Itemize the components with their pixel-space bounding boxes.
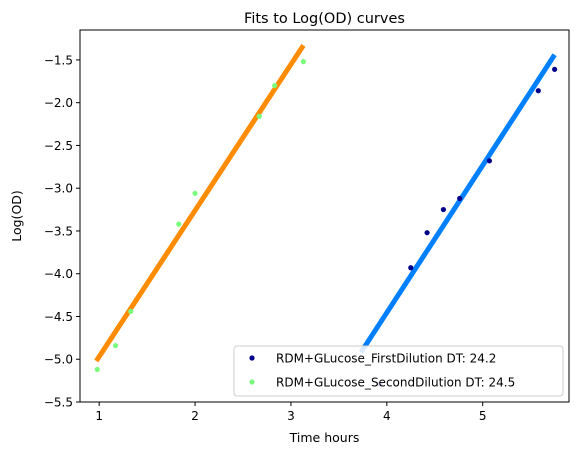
legend-marker-1 bbox=[249, 355, 255, 361]
y-tick-label: −3.5 bbox=[44, 224, 73, 238]
series-2-point-5 bbox=[192, 190, 198, 196]
x-tick-label: 2 bbox=[191, 409, 199, 423]
series-2-point-4 bbox=[176, 221, 182, 227]
series-2-point-8 bbox=[300, 59, 307, 65]
series-1-point-3 bbox=[424, 230, 430, 236]
y-tick-label: −3.0 bbox=[44, 182, 73, 196]
x-tick-label: 4 bbox=[383, 409, 391, 423]
y-axis-label: Log(OD) bbox=[9, 190, 24, 242]
legend-label-1: RDM+GLucose_FirstDilution DT: 24.2 bbox=[276, 352, 496, 366]
fit-line-1 bbox=[358, 53, 557, 354]
legend-marker-2 bbox=[249, 379, 255, 385]
y-tick-label: −2.0 bbox=[44, 96, 73, 110]
series-2-point-2 bbox=[112, 342, 119, 349]
series-2-point-7 bbox=[272, 82, 278, 89]
series-2-point-6 bbox=[256, 113, 262, 119]
series-1-point-7 bbox=[535, 88, 541, 94]
legend-box bbox=[233, 345, 564, 397]
x-axis-label: Time hours bbox=[289, 430, 360, 445]
y-tick-label: −1.5 bbox=[44, 53, 73, 67]
series-1-point-4 bbox=[440, 206, 446, 213]
x-tick-label: 3 bbox=[287, 409, 295, 423]
y-tick-label: −2.5 bbox=[44, 139, 73, 153]
x-tick-label: 1 bbox=[95, 409, 103, 423]
x-tick-label: 5 bbox=[479, 409, 487, 423]
y-tick-label: −4.0 bbox=[44, 267, 73, 281]
series-2-point-3 bbox=[128, 308, 134, 314]
y-tick-label: −4.5 bbox=[44, 310, 73, 324]
fit-line-2 bbox=[94, 44, 306, 363]
y-tick-label: −5.5 bbox=[44, 396, 73, 410]
series-1-point-6 bbox=[486, 158, 493, 164]
series-1-point-5 bbox=[457, 195, 463, 202]
legend-label-2: RDM+GLucose_SecondDilution DT: 24.5 bbox=[276, 376, 515, 390]
y-tick-label: −5.0 bbox=[44, 353, 73, 367]
chart-title: Fits to Log(OD) curves bbox=[244, 11, 405, 27]
plot-frame bbox=[79, 29, 570, 403]
legend: RDM+GLucose_FirstDilution DT: 24.2 RDM+GL… bbox=[233, 345, 564, 397]
series-2-point-1 bbox=[94, 366, 100, 373]
series-1-point-8 bbox=[552, 66, 558, 72]
series-1-point-2 bbox=[408, 265, 414, 271]
